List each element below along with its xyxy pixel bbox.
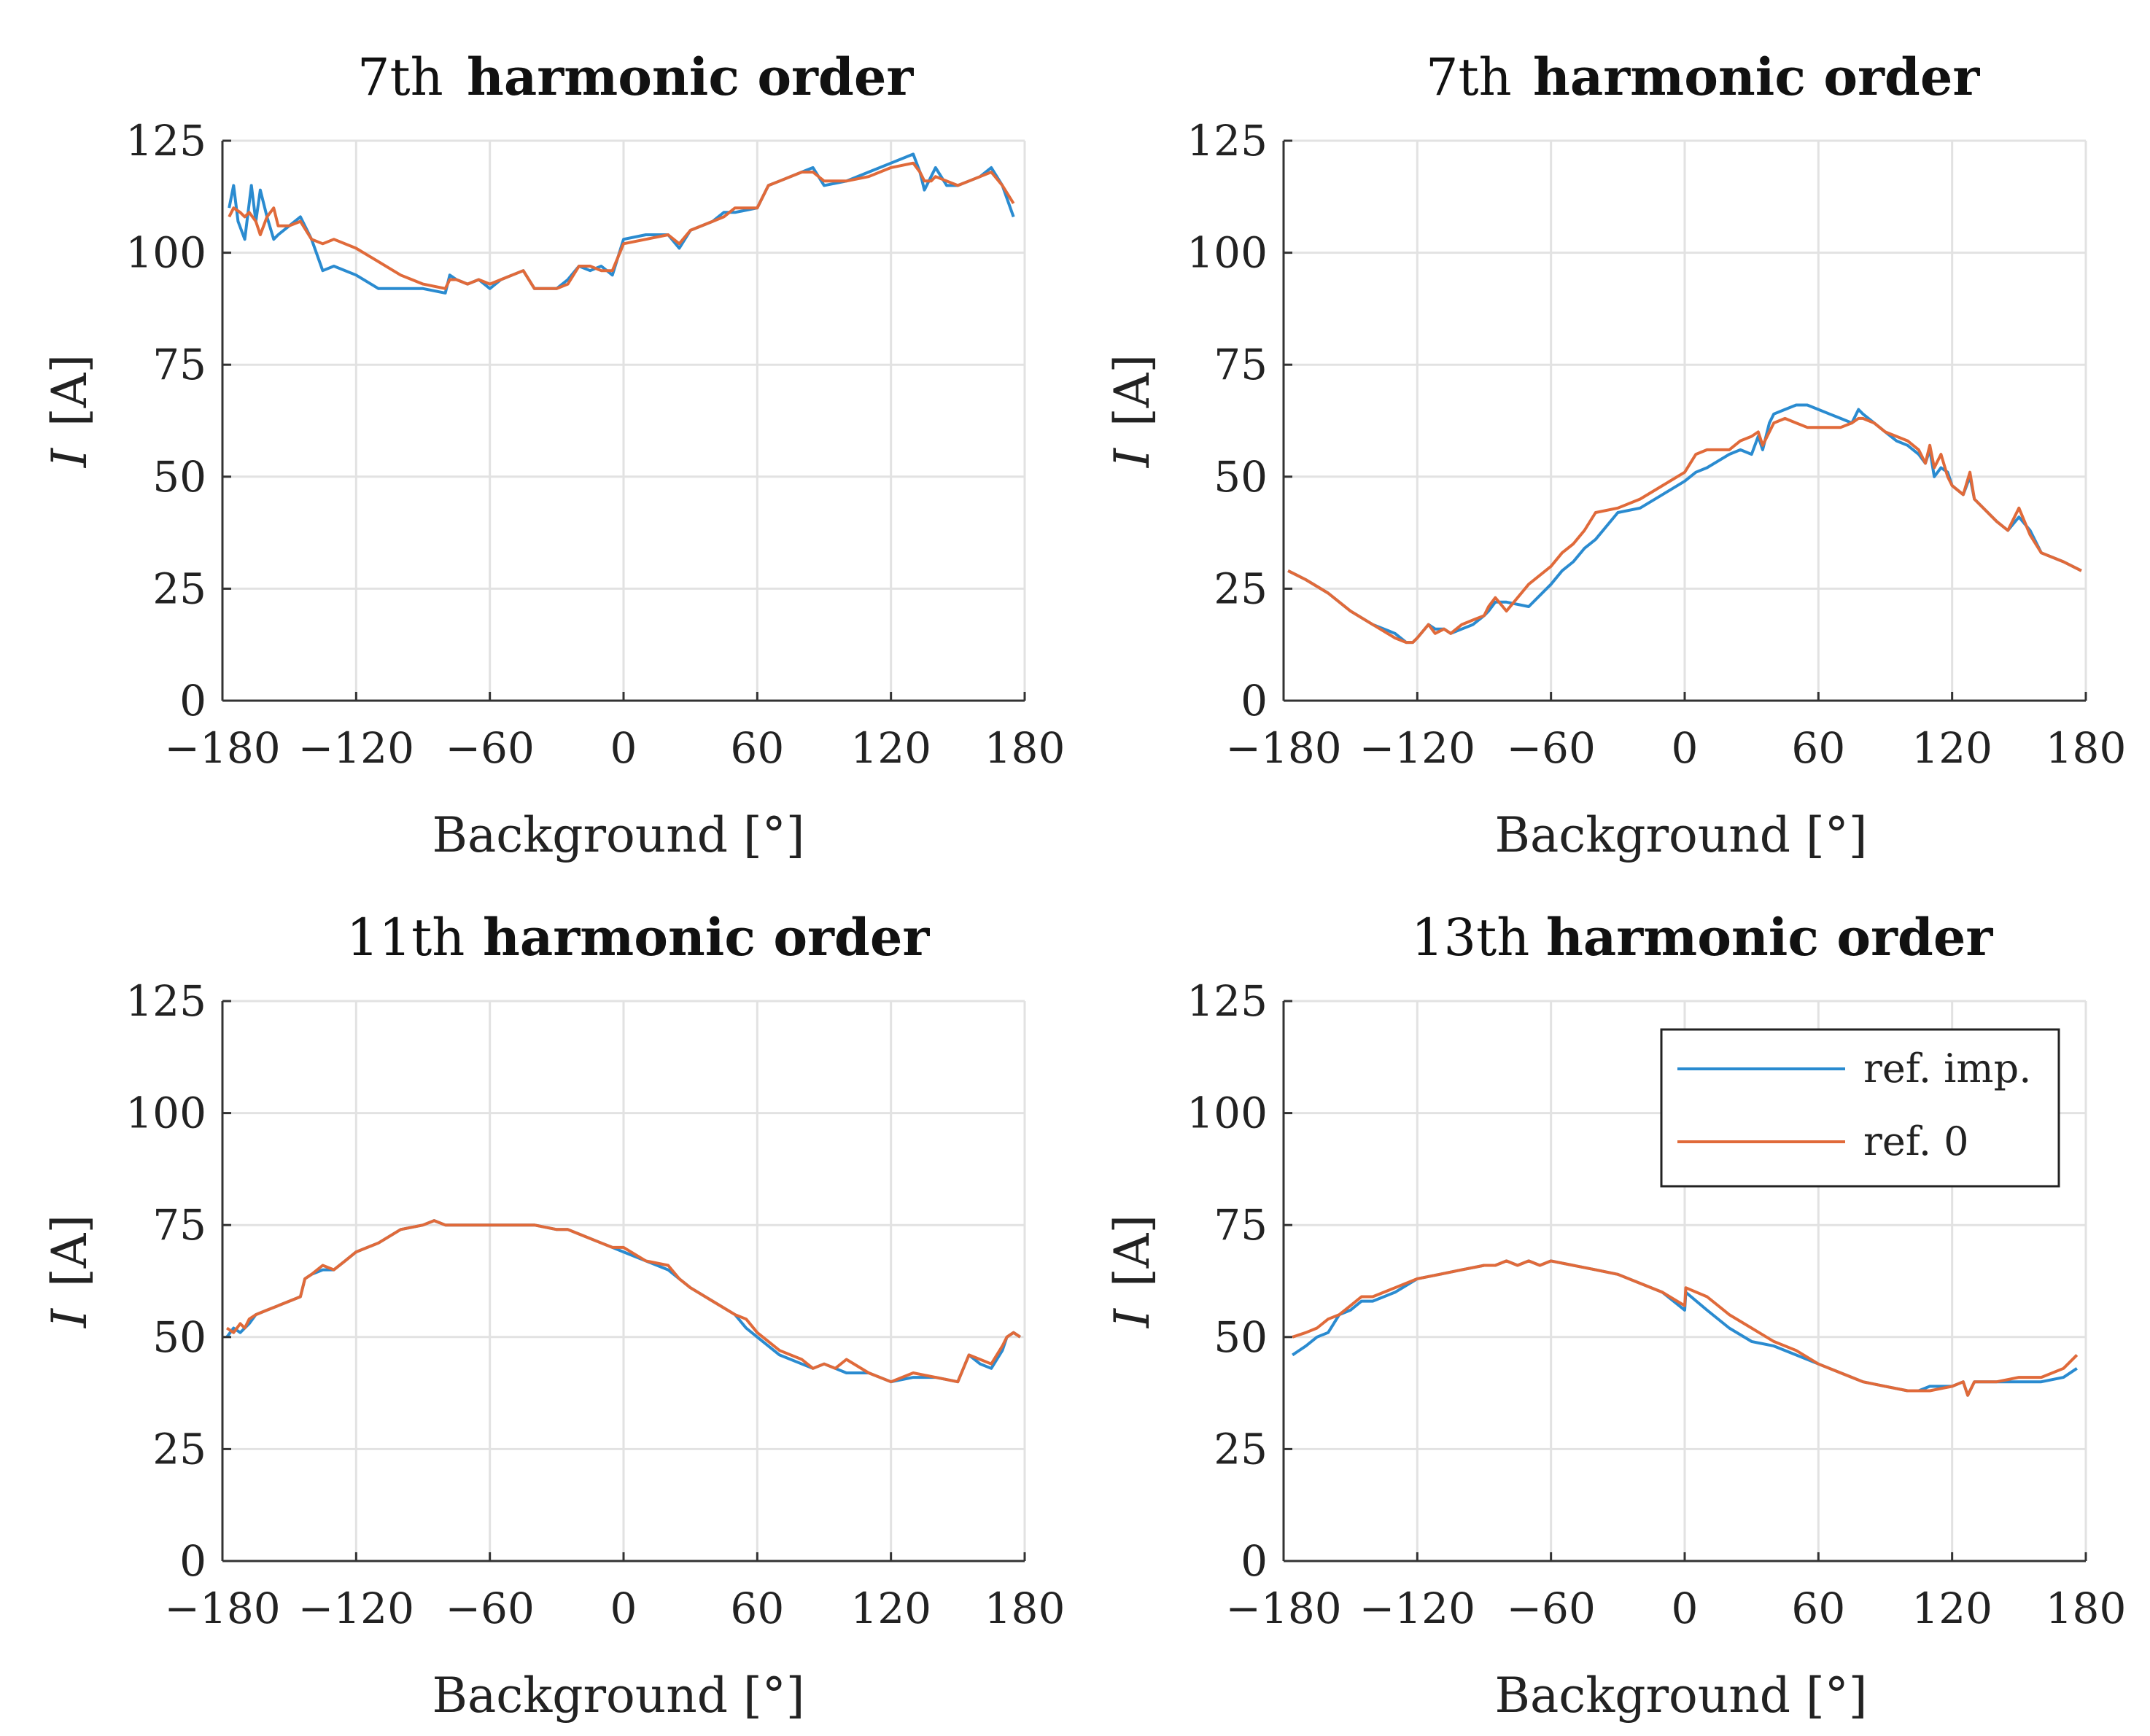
panel-1-title-number: 7th bbox=[357, 47, 443, 107]
panel-2-ylabel: I [A] bbox=[1104, 354, 1160, 468]
panel-4-ytick-label-1: 25 bbox=[1214, 1424, 1268, 1474]
panel-3-xtick-label-5: 120 bbox=[850, 1584, 931, 1633]
panel-2-series-ref-0 bbox=[1287, 416, 2082, 645]
panel-2-xlabel: Background [°] bbox=[1494, 807, 1867, 863]
panel-4-ylabel: I [A] bbox=[1104, 1215, 1160, 1328]
panel-1-ylabel: I [A] bbox=[42, 354, 98, 468]
panel-2-ytick-label-0: 0 bbox=[1241, 676, 1268, 725]
panel-1-series bbox=[228, 152, 1015, 295]
panel-2-xtick-label-0: −180 bbox=[1225, 723, 1341, 773]
panel-4-ylabel-unit: [A] bbox=[1104, 1215, 1160, 1287]
panel-2-xtick-label-5: 120 bbox=[1912, 723, 1992, 773]
panel-3-xtick-label-1: −120 bbox=[298, 1584, 414, 1633]
panel-3-ylabel-symbol: I bbox=[42, 1307, 98, 1328]
panel-1-xtick-label-1: −120 bbox=[298, 723, 414, 773]
panel-2-ytick-label-5: 125 bbox=[1187, 116, 1268, 166]
panel-3-title-number: 11th bbox=[346, 908, 465, 968]
legend-label-ref-imp: ref. imp. bbox=[1863, 1046, 2031, 1091]
panel-4-ylabel-symbol: I bbox=[1104, 1307, 1160, 1328]
panel-3-xlabel: Background [°] bbox=[432, 1667, 804, 1724]
panel-4-xtick-label-0: −180 bbox=[1225, 1584, 1341, 1633]
panel-2-ytick-label-1: 25 bbox=[1214, 564, 1268, 613]
panel-2-xtick-label-1: −120 bbox=[1359, 723, 1475, 773]
panel-3-ticks: −180 −120 −60 0 60 120 180 0 25 50 75 100 125 bbox=[125, 976, 1065, 1633]
panel-4-xtick-label-3: 0 bbox=[1672, 1584, 1699, 1633]
panel-2-xtick-label-6: 180 bbox=[2046, 723, 2127, 773]
panel-4-ytick-label-4: 100 bbox=[1187, 1089, 1268, 1138]
panel-1-ytick-label-2: 50 bbox=[152, 452, 206, 502]
panel-1-grid bbox=[221, 139, 1026, 702]
panel-1: −180 −120 −60 0 60 120 180 0 25 50 75 100 125 7th ha… bbox=[42, 47, 1065, 863]
panel-3-xtick-label-6: 180 bbox=[985, 1584, 1066, 1633]
panel-1-ylabel-unit: [A] bbox=[42, 354, 98, 427]
panel-3-ytick-label-3: 75 bbox=[152, 1200, 206, 1250]
panel-1-ylabel-symbol: I bbox=[42, 447, 98, 468]
panel-3-xtick-label-0: −180 bbox=[164, 1584, 280, 1633]
panel-3-ylabel: I [A] bbox=[42, 1215, 98, 1328]
panel-3-series-ref-0 bbox=[225, 1219, 1022, 1384]
panel-3-ylabel-unit: [A] bbox=[42, 1215, 98, 1287]
panel-1-xtick-label-2: −60 bbox=[445, 723, 534, 773]
panel-4-xtick-label-6: 180 bbox=[2046, 1584, 2127, 1633]
panel-3-ytick-label-0: 0 bbox=[179, 1536, 206, 1586]
panel-3-ytick-label-4: 100 bbox=[125, 1089, 206, 1138]
panel-2-ytick-label-4: 100 bbox=[1187, 228, 1268, 278]
panel-3-ytick-label-2: 50 bbox=[152, 1312, 206, 1362]
panel-1-ytick-label-0: 0 bbox=[179, 676, 206, 725]
panel-2-series bbox=[1287, 403, 2082, 645]
panel-2-title-text: harmonic order bbox=[1533, 47, 1980, 107]
panel-2-xtick-label-2: −60 bbox=[1506, 723, 1595, 773]
panel-4-series bbox=[1292, 1259, 2079, 1397]
panel-3-xtick-label-3: 0 bbox=[610, 1584, 637, 1633]
panel-4-ticks: −180 −120 −60 0 60 120 180 0 25 50 75 100 125 bbox=[1187, 976, 2126, 1633]
panel-4-ytick-label-5: 125 bbox=[1187, 976, 1268, 1026]
panel-4-xtick-label-1: −120 bbox=[1359, 1584, 1475, 1633]
panel-1-title-text: harmonic order bbox=[467, 47, 914, 107]
panel-4-ytick-label-3: 75 bbox=[1214, 1200, 1268, 1250]
panel-1-xtick-label-5: 120 bbox=[850, 723, 931, 773]
legend-box bbox=[1660, 1028, 2060, 1188]
panel-2: −180 −120 −60 0 60 120 180 0 25 50 75 100 125 7th ha… bbox=[1104, 47, 2126, 863]
panel-2-ytick-label-2: 50 bbox=[1214, 452, 1268, 502]
panel-1-ytick-label-5: 125 bbox=[125, 116, 206, 166]
panel-1-xtick-label-3: 0 bbox=[610, 723, 637, 773]
panel-1-xtick-label-4: 60 bbox=[730, 723, 784, 773]
panel-4-ytick-label-2: 50 bbox=[1214, 1312, 1268, 1362]
panel-4-xtick-label-2: −60 bbox=[1506, 1584, 1595, 1633]
panel-1-series-ref-0 bbox=[228, 161, 1015, 290]
panel-4: −180 −120 −60 0 60 120 180 0 25 50 75 100 125 13th h… bbox=[1104, 907, 2126, 1724]
panel-2-ytick-label-3: 75 bbox=[1214, 340, 1268, 389]
panel-3-xtick-label-4: 60 bbox=[730, 1584, 784, 1633]
panel-2-xtick-label-3: 0 bbox=[1672, 723, 1699, 773]
legend: ref. imp. ref. 0 bbox=[1660, 1028, 2060, 1188]
panel-4-xtick-label-5: 120 bbox=[1912, 1584, 1992, 1633]
panel-3-series bbox=[225, 1219, 1022, 1384]
panel-3-title-text: harmonic order bbox=[483, 907, 930, 968]
panel-2-ylabel-unit: [A] bbox=[1104, 354, 1160, 427]
panel-3-ytick-label-1: 25 bbox=[152, 1424, 206, 1474]
legend-label-ref-0: ref. 0 bbox=[1863, 1118, 1969, 1164]
panel-1-xtick-label-0: −180 bbox=[164, 723, 280, 773]
panel-1-ticks: −180 −120 −60 0 60 120 180 0 25 50 75 100 125 bbox=[125, 116, 1065, 773]
panel-4-title-text: harmonic order bbox=[1546, 907, 1993, 968]
panel-4-title-number: 13th bbox=[1411, 908, 1529, 968]
panel-1-ytick-label-1: 25 bbox=[152, 564, 206, 613]
panel-1-xlabel: Background [°] bbox=[432, 807, 804, 863]
panel-4-xlabel: Background [°] bbox=[1494, 1667, 1867, 1724]
panel-4-series-ref-0 bbox=[1292, 1259, 2079, 1397]
panel-2-ylabel-symbol: I bbox=[1104, 447, 1160, 468]
panel-3-xtick-label-2: −60 bbox=[445, 1584, 534, 1633]
panel-1-xtick-label-6: 180 bbox=[985, 723, 1066, 773]
panel-1-ytick-label-3: 75 bbox=[152, 340, 206, 389]
panel-3: −180 −120 −60 0 60 120 180 0 25 50 75 100 125 11th h… bbox=[42, 907, 1065, 1724]
panel-4-xtick-label-4: 60 bbox=[1791, 1584, 1845, 1633]
panel-2-title-number: 7th bbox=[1426, 47, 1512, 107]
panel-3-ytick-label-5: 125 bbox=[125, 976, 206, 1026]
panel-1-ytick-label-4: 100 bbox=[125, 228, 206, 278]
panel-4-ytick-label-0: 0 bbox=[1241, 1536, 1268, 1586]
panel-2-xtick-label-4: 60 bbox=[1791, 723, 1845, 773]
panel-2-ticks: −180 −120 −60 0 60 120 180 0 25 50 75 100 125 bbox=[1187, 116, 2126, 773]
